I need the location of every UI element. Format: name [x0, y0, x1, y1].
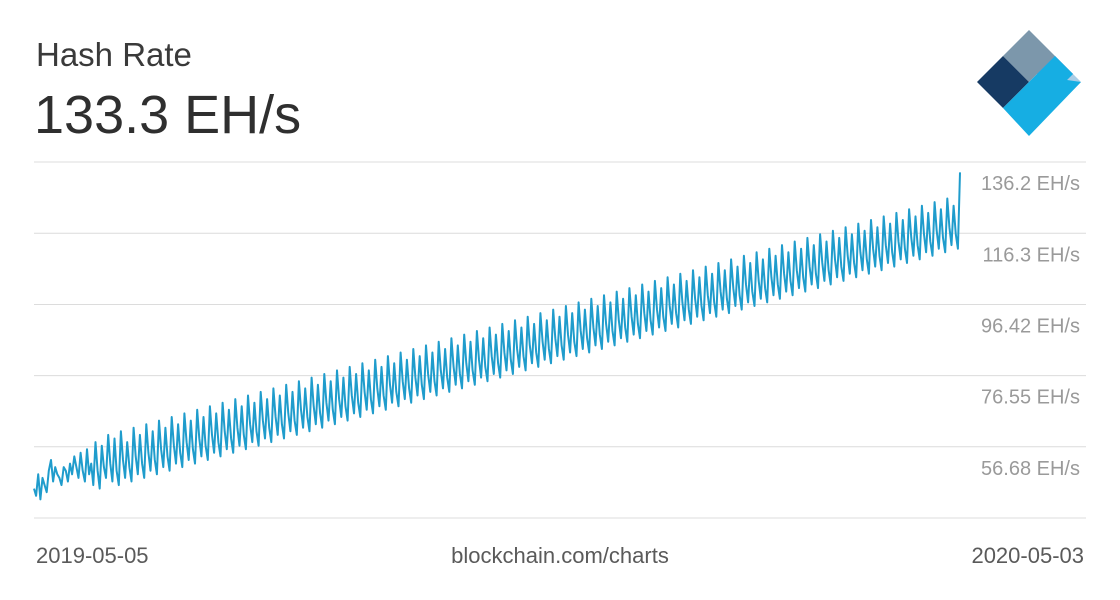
y-tick-label: 96.42 EH/s — [981, 315, 1080, 337]
y-axis-ticks: 56.68 EH/s 76.55 EH/s 96.42 EH/s 116.3 EH/s… — [981, 173, 1080, 480]
logo-tile-cyan — [1003, 56, 1081, 136]
blockchain-logo-icon — [977, 30, 1081, 136]
y-tick-label: 116.3 EH/s — [983, 244, 1080, 266]
current-value: 133.3 EH/s — [34, 85, 302, 145]
y-tick-label: 136.2 EH/s — [981, 173, 1080, 195]
start-date: 2019-05-05 — [36, 543, 149, 568]
y-tick-label: 56.68 EH/s — [981, 458, 1080, 480]
hash-rate-line — [33, 172, 961, 501]
y-tick-label: 76.55 EH/s — [981, 387, 1080, 409]
chart-grid — [34, 161, 1086, 519]
source-link[interactable]: blockchain.com/charts — [451, 543, 669, 568]
chart-title: Hash Rate — [36, 36, 192, 73]
end-date: 2020-05-03 — [971, 543, 1084, 568]
